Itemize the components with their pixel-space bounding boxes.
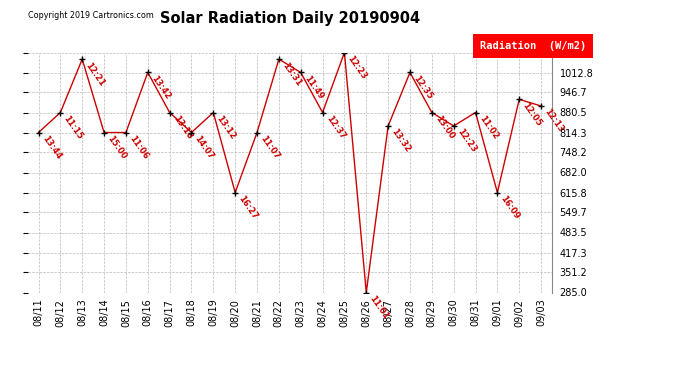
Text: 13:12: 13:12	[215, 114, 237, 141]
Text: 12:21: 12:21	[83, 60, 106, 88]
Text: 12:13: 12:13	[542, 107, 565, 135]
Text: 11:01: 11:01	[368, 294, 391, 321]
Text: 12:23: 12:23	[346, 54, 368, 81]
Text: 13:44: 13:44	[40, 134, 63, 161]
Text: 12:35: 12:35	[411, 74, 434, 101]
Text: 11:07: 11:07	[259, 134, 281, 161]
Text: Copyright 2019 Cartronics.com: Copyright 2019 Cartronics.com	[28, 11, 153, 20]
Text: 13:18: 13:18	[171, 114, 194, 141]
Text: 12:23: 12:23	[455, 128, 477, 154]
Text: 16:27: 16:27	[237, 194, 259, 221]
Text: 13:42: 13:42	[149, 74, 172, 101]
Text: 12:37: 12:37	[324, 114, 346, 141]
Text: 11:02: 11:02	[477, 114, 500, 141]
Text: Radiation  (W/m2): Radiation (W/m2)	[480, 41, 586, 51]
Text: 14:07: 14:07	[193, 134, 215, 161]
Text: Solar Radiation Daily 20190904: Solar Radiation Daily 20190904	[160, 11, 420, 26]
Text: 16:09: 16:09	[499, 194, 522, 221]
Text: 12:05: 12:05	[521, 101, 543, 128]
Text: 13:32: 13:32	[390, 128, 412, 154]
Text: 13:31: 13:31	[280, 60, 303, 87]
Text: 11:49: 11:49	[302, 74, 325, 101]
Text: 11:06: 11:06	[128, 134, 150, 161]
Text: 13:00: 13:00	[433, 114, 456, 141]
Text: 11:15: 11:15	[62, 114, 85, 141]
Text: 15:00: 15:00	[106, 134, 128, 161]
